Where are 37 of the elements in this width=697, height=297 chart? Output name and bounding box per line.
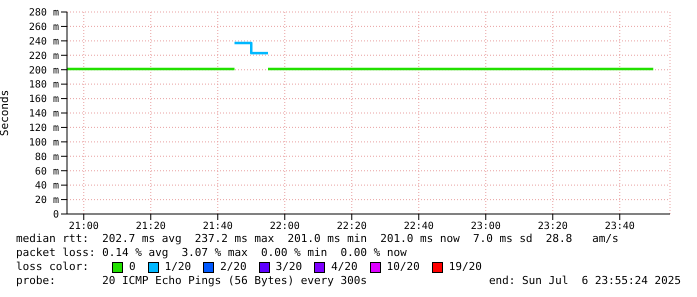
y-tick-label: 120 m [28, 122, 59, 134]
y-tick-label: 180 m [28, 80, 59, 91]
text: probe: 20 ICMP Echo Pings (56 Bytes) every 300s [16, 274, 367, 288]
y-tick-label: 40 m [34, 180, 59, 192]
legend-title: loss color: [16, 260, 90, 274]
legend-label: 1/20 [164, 260, 192, 274]
text: end: Sun Jul 6 23:55:24 2025 [488, 274, 681, 288]
text: packet loss: 0.14 % avg 3.07 % max 0.00 % min 0.00 % now [16, 246, 408, 260]
legend-label: 4/20 [330, 260, 358, 274]
y-tick-label: 140 m [28, 108, 59, 120]
legend-label: 0 [128, 260, 136, 274]
y-tick-label: 280 m [28, 8, 59, 19]
y-tick-label: 260 m [28, 22, 59, 33]
y-axis-title: Seconds [0, 90, 11, 136]
legend-label: 19/20 [448, 260, 482, 274]
x-tick-label: 21:00 [68, 221, 99, 232]
text: median rtt: 202.7 ms avg 237.2 ms max 201.0 ms min 201.0 ms now 7.0 ms sd 28.8 am/s [16, 232, 620, 246]
legend-label: 2/20 [219, 260, 247, 274]
y-tick-label: 240 m [28, 36, 59, 48]
x-tick-label: 23:40 [604, 221, 635, 232]
y-tick-label: 0 [52, 210, 59, 221]
legend-label: 3/20 [274, 260, 302, 274]
y-tick-label: 60 m [34, 166, 59, 178]
x-tick-label: 21:40 [202, 221, 233, 232]
y-tick-label: 200 m [28, 65, 59, 76]
y-tick-label: 100 m [28, 137, 59, 148]
y-tick-label: 20 m [34, 195, 59, 206]
x-tick-label: 21:20 [136, 221, 166, 232]
y-tick-label: 80 m [34, 152, 59, 163]
x-tick-label: 22:20 [336, 221, 367, 232]
x-tick-label: 22:00 [270, 221, 300, 232]
y-tick-label: 220 m [28, 50, 59, 62]
x-tick-label: 23:00 [470, 221, 501, 232]
x-tick-label: 22:40 [404, 221, 434, 232]
x-tick-label: 23:20 [538, 221, 568, 232]
y-tick-label: 160 m [28, 94, 59, 106]
legend-label: 10/20 [386, 260, 420, 274]
